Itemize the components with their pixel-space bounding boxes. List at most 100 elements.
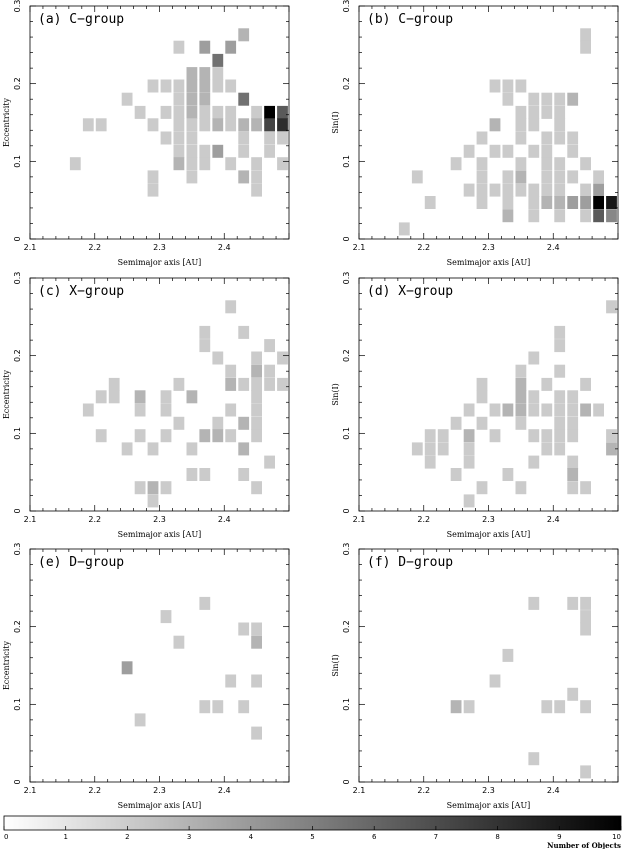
heatmap-cell [251, 170, 262, 184]
heatmap-cell [606, 196, 617, 209]
heatmap-cell [580, 765, 591, 779]
heatmap-cell [238, 416, 250, 430]
heatmap-cell [160, 403, 172, 417]
heatmap-cell [515, 377, 527, 391]
heatmap-cell [134, 390, 146, 404]
x-axis-title: Semimajor axis [AU] [118, 801, 202, 810]
heatmap-cell [463, 700, 475, 714]
heatmap-cell [160, 610, 172, 624]
heatmap-cell [515, 390, 527, 404]
x-tick-label: 2.3 [153, 515, 166, 524]
heatmap-cell [554, 183, 566, 197]
panel-title: (e) D−group [38, 555, 124, 570]
axis-frame [29, 548, 290, 783]
y-tick-label: 0.2 [342, 620, 351, 633]
y-tick-label: 0.1 [342, 427, 351, 440]
heatmap-cell [212, 105, 224, 119]
heatmap-cell [489, 429, 501, 443]
heatmap-cell [554, 131, 566, 145]
heatmap-cell [476, 131, 488, 145]
heatmap-cell [502, 468, 514, 481]
heatmap-cell [554, 157, 566, 171]
heatmap-cell [134, 481, 146, 495]
x-tick-label: 2.4 [547, 243, 560, 252]
y-tick-label: 0.1 [13, 427, 22, 440]
heatmap-cell [186, 105, 198, 119]
colorbar-tick-label: 0 [4, 833, 8, 841]
heatmap-cell [541, 105, 553, 119]
y-axis-title: Sin(I) [331, 111, 340, 134]
heatmap-cell [173, 157, 185, 171]
heatmap-cell [212, 429, 224, 443]
heatmap-cell [567, 144, 579, 158]
heatmap-cell [411, 170, 423, 184]
heatmap-cell [450, 157, 462, 171]
heatmap-cell [567, 481, 579, 495]
heatmap-cell [264, 364, 275, 378]
heatmap-cell [567, 170, 579, 184]
panel-d: 2.1 2.2 2.3 2.4 0 0.1 0.2 0.3 Semimajor axis [AU… [331, 272, 619, 539]
heatmap-cell [593, 196, 604, 209]
heatmap-cell [502, 648, 514, 662]
heatmap-cell [212, 79, 224, 93]
x-tick-label: 2.3 [482, 515, 495, 524]
x-axis-title: Semimajor axis [AU] [118, 530, 202, 539]
colorbar-tick-label: 6 [372, 833, 377, 841]
heatmap-cell [251, 118, 262, 132]
heatmap-cell [173, 144, 185, 158]
heatmap-cell [160, 429, 172, 443]
heatmap-cell [238, 325, 250, 339]
heatmap-cell [554, 170, 566, 184]
heatmap-cell [463, 455, 475, 469]
heatmap-cell [554, 209, 566, 223]
heatmap-cell [567, 429, 579, 443]
heatmap-cell [528, 596, 540, 610]
heatmap-cell [567, 92, 579, 106]
heatmap-cells [450, 596, 591, 779]
heatmap-cell [580, 596, 591, 610]
heatmap-cell [528, 118, 540, 132]
heatmap-cell [424, 429, 436, 443]
heatmap-cell [476, 481, 488, 495]
heatmap-cell [173, 635, 185, 649]
heatmap-cell [82, 403, 94, 417]
heatmap-cell [264, 339, 275, 353]
heatmap-cell [238, 28, 250, 42]
heatmap-cell [489, 403, 501, 417]
y-axis-title: Sin(I) [331, 654, 340, 677]
heatmap-cell [502, 209, 514, 223]
heatmap-cell [580, 28, 591, 42]
heatmap-cell [108, 390, 120, 404]
heatmap-cell [173, 92, 185, 106]
heatmap-cell [238, 377, 250, 391]
heatmap-cell [554, 416, 566, 430]
heatmap-cell [251, 481, 262, 495]
heatmap-cell [502, 92, 514, 106]
heatmap-cell [541, 700, 553, 714]
heatmap-cell [489, 183, 501, 197]
heatmap-cells [82, 300, 288, 508]
heatmap-cell [554, 442, 566, 456]
heatmap-cell [173, 40, 185, 54]
heatmap-cell [212, 144, 224, 158]
heatmap-cell [251, 635, 262, 649]
y-tick-label: 0.2 [13, 77, 22, 90]
heatmap-cells [69, 28, 288, 197]
heatmap-cell [502, 403, 514, 417]
heatmap-cell [554, 429, 566, 443]
heatmap-cell [528, 429, 540, 443]
x-axis-title: Semimajor axis [AU] [118, 258, 202, 267]
heatmap-cell [277, 118, 288, 132]
y-tick-label: 0 [342, 508, 351, 513]
colorbar-tick-label: 7 [434, 833, 438, 841]
y-tick-label: 0.2 [13, 620, 22, 633]
heatmap-cell [554, 700, 566, 714]
heatmap-cell [424, 196, 436, 209]
heatmap-cell [580, 403, 591, 417]
heatmap-cell [108, 377, 120, 391]
heatmap-cell [277, 377, 288, 391]
heatmap-cell [515, 364, 527, 378]
x-tick-label: 2.1 [353, 515, 366, 524]
heatmap-cell [489, 674, 501, 688]
